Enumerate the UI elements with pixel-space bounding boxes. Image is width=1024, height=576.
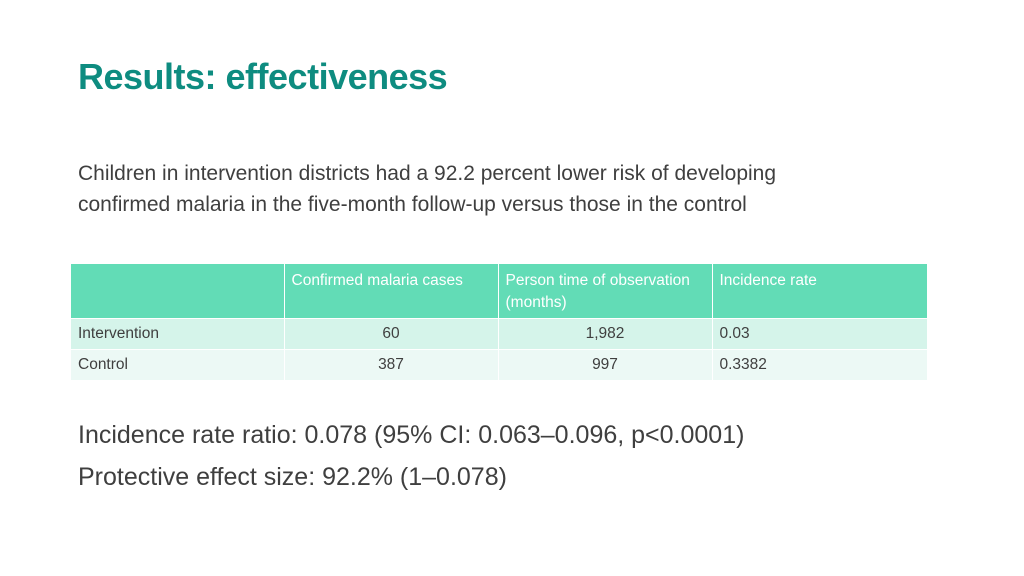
table-row-control: Control 387 997 0.3382 xyxy=(71,348,927,380)
row-label: Intervention xyxy=(71,317,285,349)
table-header-row: Confirmed malaria cases Person time of o… xyxy=(71,264,927,318)
intro-paragraph: Children in intervention districts had a… xyxy=(78,158,958,220)
protective-effect-text: Protective effect size: 92.2% (1–0.078) xyxy=(78,463,507,491)
person-time-cell: 1,982 xyxy=(498,317,713,349)
person-time-cell: 997 xyxy=(498,348,713,380)
row-label: Control xyxy=(71,348,285,380)
incidence-rate-ratio-text: Incidence rate ratio: 0.078 (95% CI: 0.0… xyxy=(78,421,745,449)
summary-block: Incidence rate ratio: 0.078 (95% CI: 0.0… xyxy=(78,414,744,498)
cases-cell: 60 xyxy=(284,317,499,349)
incidence-cell: 0.3382 xyxy=(712,348,927,380)
intro-line-2: confirmed malaria in the five-month foll… xyxy=(78,193,747,216)
header-incidence-rate: Incidence rate xyxy=(712,264,927,318)
cases-cell: 387 xyxy=(284,348,499,380)
slide-title: Results: effectiveness xyxy=(78,56,448,97)
table-row-intervention: Intervention 60 1,982 0.03 xyxy=(71,317,927,349)
header-empty xyxy=(71,264,285,318)
intro-line-1: Children in intervention districts had a… xyxy=(78,162,777,185)
header-person-time: Person time of observation (months) xyxy=(498,264,713,318)
incidence-cell: 0.03 xyxy=(712,317,927,349)
results-table: Confirmed malaria cases Person time of o… xyxy=(71,264,927,380)
header-confirmed-cases: Confirmed malaria cases xyxy=(284,264,499,318)
